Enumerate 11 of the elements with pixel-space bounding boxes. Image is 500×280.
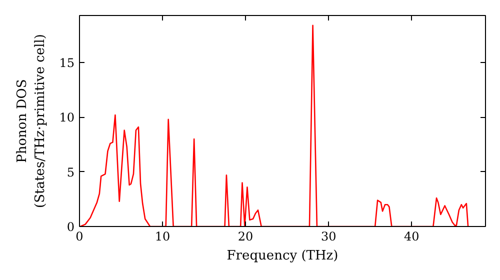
y-tick-label: 15	[59, 56, 75, 70]
x-axis-title: Frequency (THz)	[226, 248, 338, 264]
x-tick-label: 40	[404, 230, 420, 244]
y-axis-title: Phonon DOS (States/THz·primitive cell)	[15, 34, 48, 208]
y-tick-label: 0	[66, 220, 75, 234]
x-tick-label: 0	[76, 230, 84, 244]
x-tick-label: 20	[238, 230, 254, 244]
x-tick-label: 30	[320, 230, 336, 244]
y-tick-label: 10	[59, 110, 75, 125]
y-tick-label: 5	[66, 165, 75, 180]
x-tick-label: 10	[154, 230, 170, 244]
